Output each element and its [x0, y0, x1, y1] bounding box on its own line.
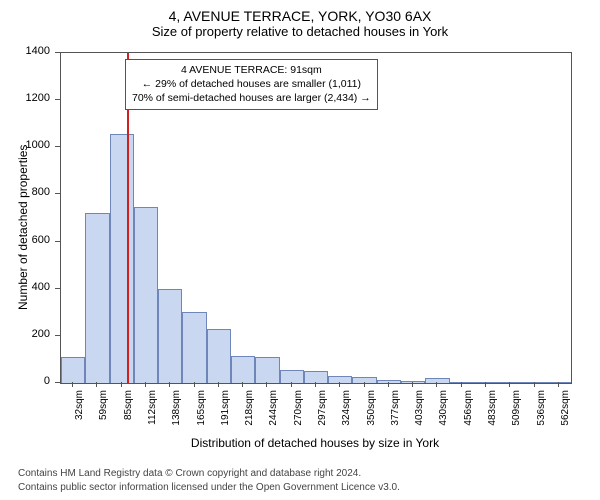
x-tick-label: 112sqm — [147, 390, 158, 440]
x-tick-mark — [315, 382, 316, 387]
page-subtitle: Size of property relative to detached ho… — [0, 24, 600, 45]
y-tick-mark — [55, 241, 60, 242]
footer-line: Contains public sector information licen… — [18, 481, 400, 495]
x-tick-label: 85sqm — [123, 390, 134, 440]
y-tick-mark — [55, 52, 60, 53]
histogram-bar — [401, 381, 425, 383]
histogram-bar — [498, 382, 522, 383]
x-tick-mark — [388, 382, 389, 387]
x-tick-mark — [364, 382, 365, 387]
histogram-bar — [377, 380, 401, 383]
footer-line: Contains HM Land Registry data © Crown c… — [18, 467, 400, 481]
x-tick-label: 270sqm — [293, 390, 304, 440]
histogram-bar — [110, 134, 134, 383]
y-tick-mark — [55, 99, 60, 100]
y-tick-label: 200 — [0, 328, 50, 340]
x-tick-label: 138sqm — [171, 390, 182, 440]
y-tick-label: 1000 — [0, 139, 50, 151]
x-tick-label: 297sqm — [317, 390, 328, 440]
x-tick-mark — [121, 382, 122, 387]
x-tick-mark — [96, 382, 97, 387]
x-tick-mark — [485, 382, 486, 387]
x-tick-mark — [242, 382, 243, 387]
x-tick-mark — [436, 382, 437, 387]
footer-attribution: Contains HM Land Registry data © Crown c… — [18, 467, 400, 494]
histogram-bar — [61, 357, 85, 383]
x-tick-mark — [412, 382, 413, 387]
x-tick-mark — [509, 382, 510, 387]
y-tick-mark — [55, 146, 60, 147]
x-tick-mark — [72, 382, 73, 387]
y-tick-label: 0 — [0, 375, 50, 387]
x-tick-label: 403sqm — [414, 390, 425, 440]
x-tick-label: 59sqm — [98, 390, 109, 440]
x-tick-mark — [266, 382, 267, 387]
y-tick-label: 1200 — [0, 92, 50, 104]
histogram-bar — [85, 213, 109, 383]
x-tick-label: 536sqm — [536, 390, 547, 440]
histogram-bar — [425, 378, 449, 383]
x-tick-mark — [558, 382, 559, 387]
histogram-bar — [231, 356, 255, 383]
y-tick-mark — [55, 288, 60, 289]
x-tick-label: 218sqm — [244, 390, 255, 440]
x-tick-mark — [218, 382, 219, 387]
x-tick-label: 562sqm — [560, 390, 571, 440]
histogram-bar — [207, 329, 231, 383]
x-tick-mark — [194, 382, 195, 387]
x-tick-label: 191sqm — [220, 390, 231, 440]
y-tick-mark — [55, 193, 60, 194]
y-tick-label: 1400 — [0, 45, 50, 57]
x-tick-mark — [145, 382, 146, 387]
x-tick-label: 509sqm — [511, 390, 522, 440]
x-tick-mark — [291, 382, 292, 387]
x-tick-mark — [461, 382, 462, 387]
x-tick-label: 244sqm — [268, 390, 279, 440]
y-tick-label: 600 — [0, 234, 50, 246]
infobox-line: ← 29% of detached houses are smaller (1,… — [132, 77, 371, 91]
x-tick-mark — [169, 382, 170, 387]
histogram-bar — [547, 382, 571, 383]
histogram-bar — [182, 312, 206, 383]
histogram-bar — [450, 382, 474, 383]
x-tick-label: 456sqm — [463, 390, 474, 440]
y-tick-mark — [55, 335, 60, 336]
y-tick-label: 800 — [0, 186, 50, 198]
infobox-line: 4 AVENUE TERRACE: 91sqm — [132, 63, 371, 77]
x-tick-mark — [534, 382, 535, 387]
y-tick-mark — [55, 382, 60, 383]
x-tick-label: 324sqm — [341, 390, 352, 440]
x-tick-label: 32sqm — [74, 390, 85, 440]
x-tick-mark — [339, 382, 340, 387]
x-tick-label: 165sqm — [196, 390, 207, 440]
histogram-bar — [522, 382, 546, 383]
infobox-line: 70% of semi-detached houses are larger (… — [132, 91, 371, 105]
x-tick-label: 350sqm — [366, 390, 377, 440]
y-tick-label: 400 — [0, 281, 50, 293]
page-title: 4, AVENUE TERRACE, YORK, YO30 6AX — [0, 0, 600, 24]
histogram-bar — [352, 377, 376, 383]
histogram-bar — [134, 207, 158, 383]
x-tick-label: 483sqm — [487, 390, 498, 440]
histogram-bar — [158, 289, 182, 383]
histogram-bar — [280, 370, 304, 383]
x-tick-label: 377sqm — [390, 390, 401, 440]
x-tick-label: 430sqm — [438, 390, 449, 440]
histogram-bar — [328, 376, 352, 383]
histogram-bar — [255, 357, 279, 383]
chart-info-box: 4 AVENUE TERRACE: 91sqm ← 29% of detache… — [125, 59, 378, 110]
